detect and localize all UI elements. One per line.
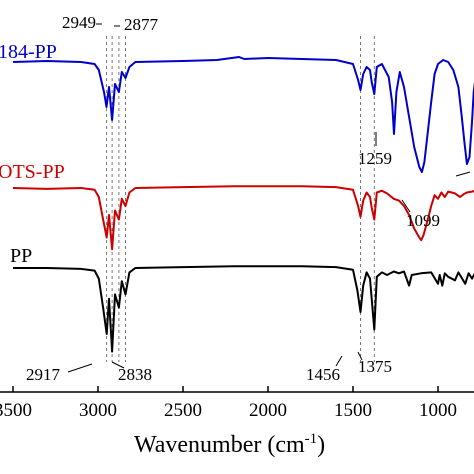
spectra-traces: [12, 56, 474, 353]
peak-label-1456: 1456: [306, 365, 340, 384]
x-tick-label: 2000: [249, 400, 287, 421]
peak-arrow-2917: [67, 363, 93, 373]
peak-label-2838: 2838: [118, 365, 152, 384]
x-axis-label-close: ): [317, 432, 325, 458]
x-axis-label: Wavenumber (cm-1): [134, 431, 325, 458]
x-tick-label: 1000: [419, 400, 457, 421]
peak-label-2877: 2877: [124, 15, 159, 34]
x-axis-label-superscript: -1: [305, 431, 318, 447]
x-axis-ticks: 3500 3000 2500 2000 1500 1000: [0, 386, 457, 421]
peak-label-1259: 1259: [358, 149, 392, 168]
dashed-reference-lines: [106, 36, 375, 362]
x-tick-label: 3000: [79, 400, 117, 421]
series-line-184-pp: [12, 56, 474, 173]
peak-arrow-right: [455, 171, 471, 177]
series-label-184-pp: 184-PP: [0, 41, 57, 63]
peak-label-2917: 2917: [26, 365, 61, 384]
series-label-pp: PP: [10, 245, 32, 267]
peak-label-2949: 2949: [62, 13, 96, 32]
peak-label-1375: 1375: [358, 357, 392, 376]
x-tick-label: 1500: [334, 400, 372, 421]
series-line-pp: [13, 265, 474, 353]
x-axis-label-main: Wavenumber (cm: [134, 432, 305, 458]
peak-arrow-2838: [111, 361, 125, 369]
peak-arrow-1375: [357, 351, 363, 361]
peak-arrow-1456: [335, 355, 343, 367]
peak-label-1099: 1099: [406, 211, 440, 230]
x-tick-label: 2500: [164, 400, 202, 421]
series-line-ots-pp: [12, 185, 474, 251]
series-label-ots-pp: OTS-PP: [0, 161, 65, 183]
x-tick-label: 3500: [0, 400, 32, 421]
peak-arrow-1099: [401, 199, 411, 213]
